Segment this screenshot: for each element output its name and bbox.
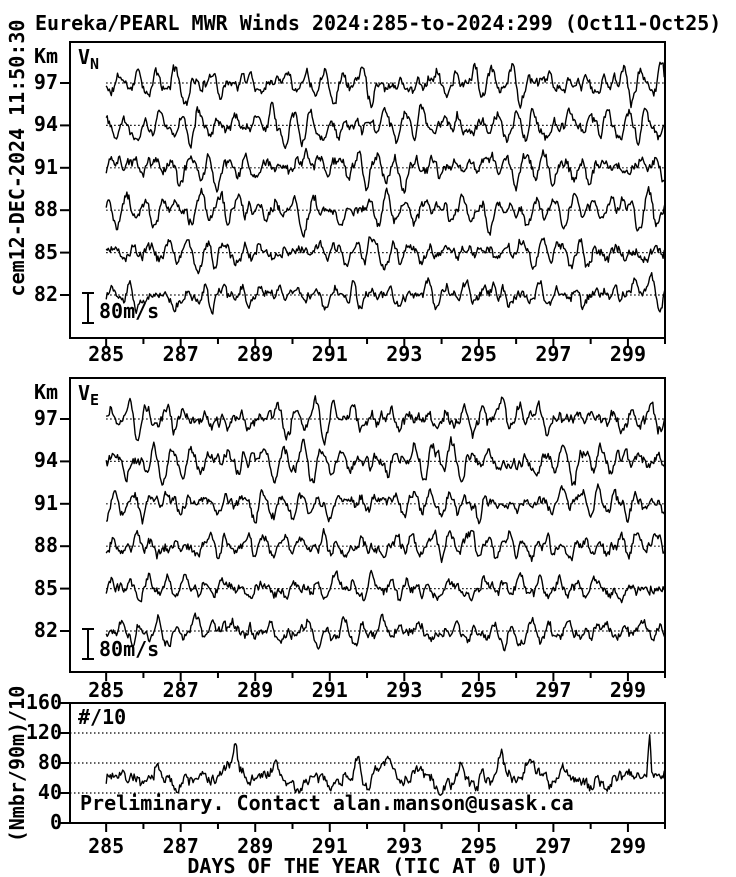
x-tick-label: 293 (386, 678, 423, 702)
altitude-tick-label: 91 (33, 490, 58, 515)
wind-trace-VE-97km (105, 395, 665, 446)
ve-scale-bar-label: 80m/s (99, 637, 160, 661)
count-tick-label: 80 (37, 750, 62, 774)
x-tick-label: 285 (88, 678, 125, 702)
altitude-tick-label: 82 (33, 282, 58, 306)
ve-panel-label: VE (78, 383, 99, 408)
chart-title: Eureka/PEARL MWR Winds 2024:285-to-2024:… (35, 11, 722, 35)
ve-panel-label-sub: E (90, 391, 100, 409)
x-tick-label: 289 (237, 678, 274, 702)
meteor-count-trace (105, 734, 664, 796)
x-tick-label: 293 (386, 342, 423, 366)
x-tick-label: 299 (609, 834, 646, 858)
x-tick-label: 295 (460, 678, 497, 702)
x-tick-label: 285 (88, 834, 125, 858)
x-tick-label: 287 (162, 342, 199, 366)
x-tick-label: 289 (237, 342, 274, 366)
altitude-tick-label: 94 (33, 112, 58, 137)
x-tick-label: 289 (237, 834, 274, 858)
x-tick-label: 287 (162, 834, 199, 858)
vn-panel-label: VN (78, 47, 99, 72)
altitude-tick-label: 85 (33, 239, 58, 264)
x-tick-label: 297 (535, 342, 572, 366)
altitude-tick-label: 97 (33, 406, 58, 430)
wind-trace-VE-85km (105, 569, 665, 604)
wind-trace-VE-91km (105, 483, 665, 525)
ve-panel-label-main: V (78, 381, 91, 405)
x-tick-label: 293 (386, 834, 423, 858)
preliminary-note: Preliminary. Contact alan.manson@usask.c… (80, 791, 574, 815)
wind-trace-VE-94km (105, 436, 665, 486)
vn-panel-label-sub: N (90, 55, 100, 73)
x-tick-label: 299 (609, 678, 646, 702)
wind-trace-VN-85km (105, 236, 665, 275)
x-tick-label: 297 (535, 834, 572, 858)
altitude-tick-label: 88 (33, 533, 58, 558)
ve-unit-label: Km (34, 380, 59, 404)
count-tick-label: 0 (49, 810, 62, 834)
altitude-tick-label: 85 (33, 575, 58, 600)
altitude-tick-label: 97 (33, 70, 58, 94)
x-tick-label: 295 (460, 342, 497, 366)
count-tick-label: 120 (25, 720, 62, 744)
x-tick-label: 291 (311, 342, 348, 366)
x-tick-label: 285 (88, 342, 125, 366)
x-tick-label: 295 (460, 834, 497, 858)
count-tick-label: 160 (25, 690, 62, 714)
x-tick-label: 287 (162, 678, 199, 702)
wind-trace-VN-94km (105, 101, 665, 150)
x-axis-title: DAYS OF THE YEAR (TIC AT 0 UT) (187, 854, 549, 877)
x-tick-label: 291 (311, 834, 348, 858)
count-panel-label: #/10 (78, 705, 127, 729)
vn-scale-bar-label: 80m/s (99, 299, 160, 323)
x-tick-label: 297 (535, 678, 572, 702)
vn-unit-label: Km (34, 44, 59, 68)
wind-trace-VN-97km (105, 61, 665, 109)
vn-panel-label-main: V (78, 45, 91, 69)
wind-trace-VN-91km (105, 147, 665, 194)
wind-trace-VN-82km (105, 272, 665, 315)
wind-trace-VE-82km (105, 612, 665, 652)
wind-trace-VE-88km (105, 528, 665, 564)
wind-trace-VN-88km (105, 185, 665, 238)
altitude-tick-label: 91 (33, 154, 58, 179)
altitude-tick-label: 94 (33, 448, 58, 473)
x-tick-label: 299 (609, 342, 646, 366)
x-tick-label: 291 (311, 678, 348, 702)
altitude-tick-label: 82 (33, 618, 58, 642)
altitude-tick-label: 88 (33, 197, 58, 222)
count-tick-label: 40 (37, 780, 62, 804)
